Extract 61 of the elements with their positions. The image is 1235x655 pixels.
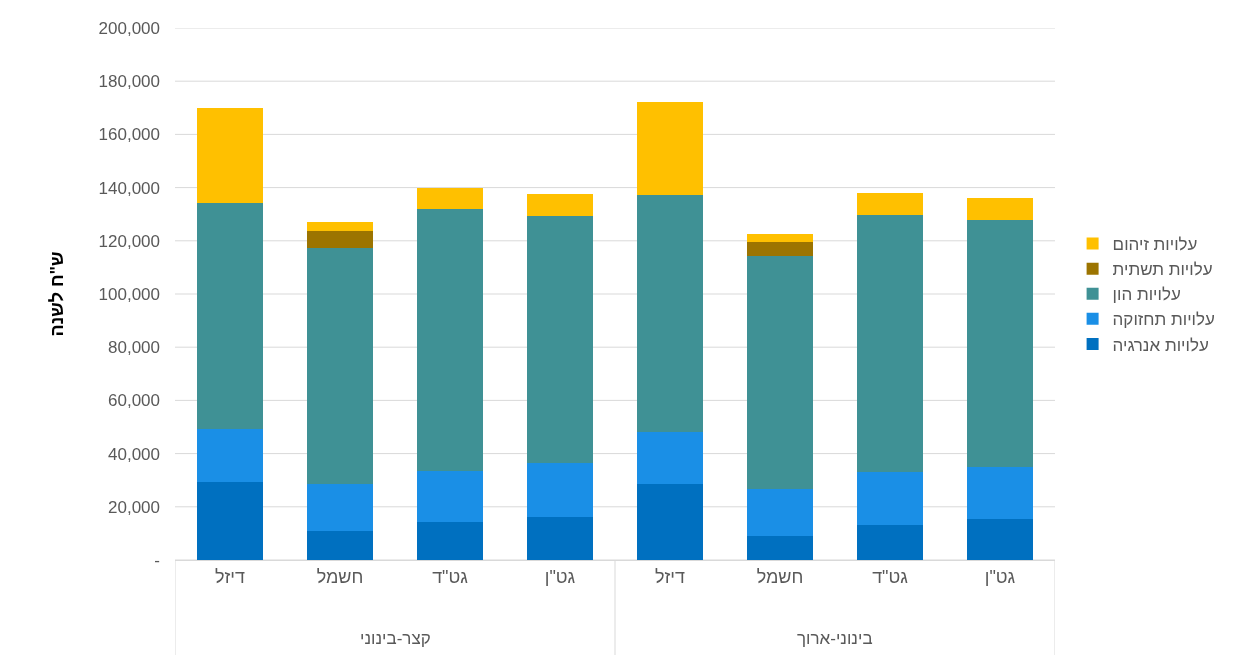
bar — [527, 516, 593, 560]
x-tick-label: דיזל — [654, 566, 686, 587]
bar — [967, 220, 1033, 468]
y-tick-label: 20,000 — [108, 497, 160, 517]
x-tick-label: חשמל — [316, 566, 364, 587]
x-tick-label: גט"ד — [872, 566, 909, 587]
legend-label: עלויות תחזוקה — [1112, 310, 1215, 330]
bar — [747, 488, 813, 536]
bar — [967, 197, 1033, 221]
legend-label: עלויות אנרגיה — [1112, 335, 1209, 355]
y-axis-title: ש"ח לשנה — [46, 251, 67, 337]
legend-label: עלויות תשתית — [1112, 260, 1213, 280]
y-tick-label: 180,000 — [98, 72, 160, 92]
y-tick-label: 200,000 — [98, 18, 160, 38]
bar — [747, 535, 813, 560]
bar — [857, 472, 923, 525]
bar — [307, 530, 373, 560]
bar — [307, 484, 373, 531]
bar — [197, 107, 263, 204]
bar — [747, 242, 813, 257]
bar — [307, 248, 373, 485]
text: קצר-בינוני — [360, 629, 431, 648]
y-tick-label: 100,000 — [98, 284, 160, 304]
x-tick-label: גט"ן — [544, 566, 576, 587]
bar — [197, 481, 263, 560]
bar — [307, 222, 373, 232]
bar — [637, 102, 703, 196]
x-tick-label: חשמל — [756, 566, 804, 587]
bar — [747, 256, 813, 489]
y-tick-label: 160,000 — [98, 125, 160, 145]
y-tick-label: - — [154, 550, 160, 570]
bar — [417, 521, 483, 560]
x-tick-label: דיזל — [214, 566, 246, 587]
bar — [527, 463, 593, 517]
bar — [527, 193, 593, 217]
bar — [527, 216, 593, 464]
legend-label: עלויות הון — [1112, 285, 1181, 305]
y-tick-label: 80,000 — [108, 338, 160, 358]
x-tick-label: גט"ד — [432, 566, 469, 587]
bar — [637, 432, 703, 484]
y-tick-label: 40,000 — [108, 444, 160, 464]
y-tick-label: 140,000 — [98, 178, 160, 198]
bar — [857, 524, 923, 560]
bar — [417, 470, 483, 522]
y-tick-label: 60,000 — [108, 391, 160, 411]
bar — [967, 467, 1033, 519]
legend-label: עלויות זיהום — [1112, 235, 1198, 255]
bar — [967, 518, 1033, 560]
bar — [857, 192, 923, 215]
bar — [637, 483, 703, 560]
bar — [747, 234, 813, 243]
bar — [197, 203, 263, 430]
text: בינוני-ארוך — [797, 629, 873, 648]
bar — [307, 231, 373, 249]
bar — [197, 429, 263, 482]
bar — [417, 187, 483, 209]
bar — [637, 195, 703, 433]
bar — [417, 208, 483, 471]
y-tick-label: 120,000 — [98, 231, 160, 251]
bar — [857, 215, 923, 473]
x-tick-label: גט"ן — [984, 566, 1016, 587]
